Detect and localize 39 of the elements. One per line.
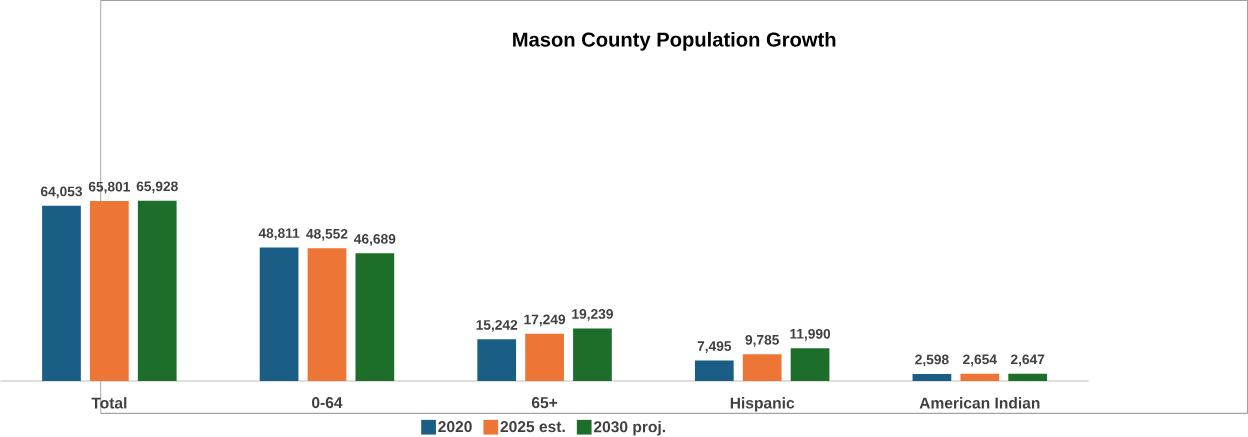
data-label: 17,249 bbox=[524, 314, 566, 327]
data-label: 65,801 bbox=[88, 181, 130, 194]
data-label: 48,811 bbox=[258, 228, 300, 240]
bar bbox=[42, 205, 81, 381]
bar bbox=[137, 200, 177, 381]
data-label: 2,598 bbox=[915, 354, 949, 367]
x-tick-label: Total bbox=[91, 397, 127, 409]
bar bbox=[573, 328, 612, 381]
data-label: 7,495 bbox=[697, 341, 732, 353]
bar bbox=[89, 200, 129, 381]
data-label: 2,654 bbox=[963, 354, 997, 367]
data-label: 64,053 bbox=[40, 186, 82, 199]
data-label: 65,928 bbox=[136, 181, 178, 194]
x-tick-label: Hispanic bbox=[730, 397, 795, 412]
x-tick-label: 0-64 bbox=[311, 396, 343, 409]
bar bbox=[742, 354, 782, 381]
data-label: 15,242 bbox=[476, 319, 518, 332]
data-label: 48,552 bbox=[306, 228, 348, 241]
bar bbox=[960, 373, 1000, 381]
data-label: 9,785 bbox=[745, 334, 779, 347]
legend-label: 2025 est. bbox=[500, 420, 565, 433]
bar bbox=[525, 333, 564, 381]
legend-label: 2020 bbox=[438, 420, 472, 433]
bar bbox=[477, 339, 517, 381]
legend-label: 2030 proj. bbox=[593, 420, 666, 436]
chart-title: Mason County Population Growth bbox=[513, 31, 836, 51]
data-label: 2,647 bbox=[1010, 354, 1045, 367]
bar bbox=[790, 348, 830, 381]
x-tick-label: American Indian bbox=[919, 397, 1040, 409]
bar bbox=[912, 373, 952, 381]
bar bbox=[694, 360, 734, 381]
data-label: 46,689 bbox=[354, 233, 396, 246]
data-label: 19,239 bbox=[572, 309, 613, 321]
x-tick-label: 65+ bbox=[531, 396, 558, 409]
bar bbox=[1008, 373, 1048, 381]
data-label: 11,990 bbox=[790, 328, 831, 341]
bar bbox=[355, 253, 395, 381]
bar bbox=[307, 248, 347, 381]
bar bbox=[259, 247, 299, 381]
